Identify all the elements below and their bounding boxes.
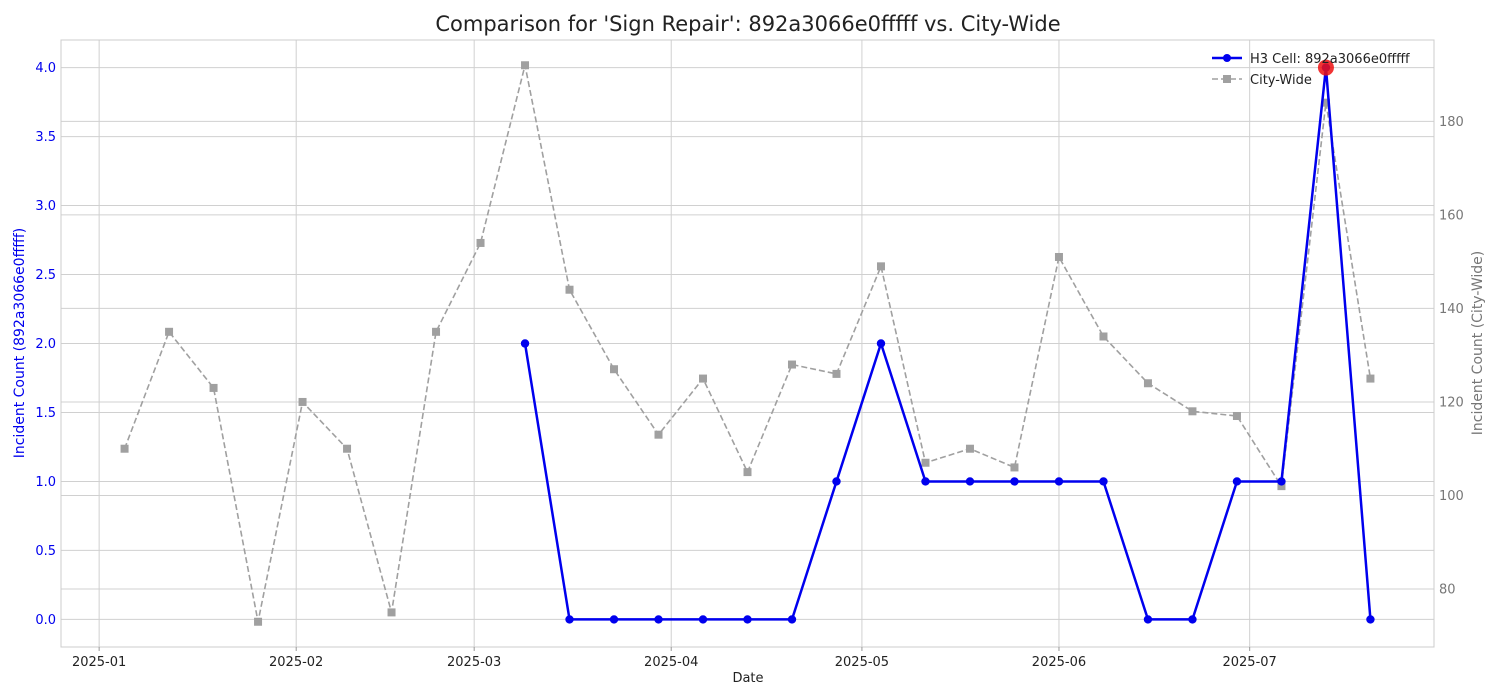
right-y-tick-label: 140 — [1439, 302, 1464, 317]
h3-cell-point — [743, 615, 752, 624]
city-wide-point — [343, 444, 352, 453]
left-y-tick-label: 0.5 — [35, 544, 56, 559]
city-wide-point — [1321, 98, 1330, 107]
right-y-tick-label: 100 — [1439, 489, 1464, 504]
city-wide-point — [1054, 252, 1063, 261]
city-wide-point — [1188, 407, 1197, 416]
h3-cell-point — [1277, 477, 1286, 486]
axes: 2025-01 2025-02 2025-03 2025-04 2025-05 2025-… — [35, 61, 1464, 670]
h3-cell-point — [876, 339, 886, 348]
legend: H3 Cell: 892a3066e0fffff City-Wide — [1212, 52, 1410, 88]
city-wide-point — [832, 369, 841, 378]
left-y-tick-label: 1.0 — [35, 475, 56, 490]
right-y-tick-label: 160 — [1439, 208, 1464, 223]
left-y-tick-label: 0.0 — [35, 613, 56, 628]
city-wide-point — [654, 430, 663, 439]
x-tick-label: 2025-03 — [447, 655, 501, 670]
h3-cell-point — [965, 477, 975, 486]
city-wide-point — [254, 617, 263, 626]
right-y-tick-label: 180 — [1439, 115, 1464, 130]
highlight-point — [1317, 59, 1334, 76]
h3-cell-point — [787, 615, 797, 624]
city-wide-point — [1277, 482, 1286, 491]
h3-cell-point — [1099, 477, 1108, 486]
city-wide-point — [1366, 374, 1375, 383]
city-wide-point — [165, 327, 174, 336]
x-tick-label: 2025-05 — [835, 655, 889, 670]
city-wide-point — [1143, 379, 1152, 388]
h3-cell-line — [523, 66, 1372, 621]
left-y-axis-label: Incident Count (892a3066e0fffff) — [12, 228, 28, 459]
h3-cell-point — [609, 615, 619, 624]
city-wide-point — [965, 444, 974, 453]
legend-h3-label: H3 Cell: 892a3066e0fffff — [1250, 52, 1410, 67]
left-y-tick-label: 4.0 — [35, 61, 56, 76]
city-wide-point — [432, 327, 441, 336]
left-y-tick-label: 3.0 — [35, 199, 56, 214]
left-y-tick-label: 1.5 — [35, 406, 56, 421]
city-wide-point — [209, 383, 218, 392]
right-y-tick-label: 80 — [1439, 583, 1456, 598]
grid — [61, 40, 1434, 647]
city-wide-point — [565, 285, 574, 294]
x-axis-label: Date — [732, 671, 763, 686]
x-tick-label: 2025-07 — [1222, 655, 1276, 670]
h3-cell-point — [921, 477, 930, 486]
h3-cell-point — [565, 615, 574, 624]
x-tick-label: 2025-04 — [644, 655, 698, 670]
x-tick-label: 2025-02 — [269, 655, 323, 670]
h3-cell-point — [1188, 615, 1197, 624]
plot-frame — [60, 39, 1435, 648]
left-y-tick-label: 3.5 — [35, 130, 56, 145]
city-wide-point — [921, 458, 930, 467]
h3-cell-point — [520, 339, 530, 348]
city-wide-point — [787, 360, 796, 369]
legend-h3-marker — [1223, 54, 1231, 62]
h3-cell-point — [1143, 615, 1153, 624]
city-wide-point — [743, 468, 752, 477]
chart-title: Comparison for 'Sign Repair': 892a3066e0… — [435, 12, 1060, 36]
h3-cell-point — [1232, 477, 1242, 486]
left-y-tick-label: 2.0 — [35, 337, 56, 352]
series-layer — [120, 59, 1375, 626]
legend-city-label: City-Wide — [1250, 73, 1312, 88]
left-y-tick-label: 2.5 — [35, 268, 56, 283]
city-wide-point — [387, 608, 396, 617]
city-wide-point — [699, 374, 708, 383]
city-wide-point — [1010, 463, 1019, 472]
city-wide-point — [120, 444, 129, 453]
city-wide-point — [876, 262, 885, 271]
h3-cell-point — [698, 615, 708, 624]
city-wide-point — [521, 61, 530, 70]
h3-cell-point — [654, 615, 663, 624]
h3-cell-point — [832, 477, 841, 486]
city-wide-point — [298, 397, 307, 406]
x-tick-label: 2025-06 — [1032, 655, 1086, 670]
h3-cell-point — [1054, 477, 1064, 486]
city-wide-point — [1232, 411, 1241, 420]
city-wide-point — [1099, 332, 1108, 341]
h3-cell-point — [1010, 477, 1019, 486]
right-y-axis-label: Incident Count (City-Wide) — [1470, 251, 1486, 435]
city-wide-point — [476, 238, 485, 247]
right-y-tick-label: 120 — [1439, 395, 1464, 410]
city-wide-point — [610, 365, 619, 374]
h3-cell-point — [1366, 615, 1375, 624]
x-tick-label: 2025-01 — [72, 655, 126, 670]
legend-city-marker — [1223, 75, 1231, 83]
